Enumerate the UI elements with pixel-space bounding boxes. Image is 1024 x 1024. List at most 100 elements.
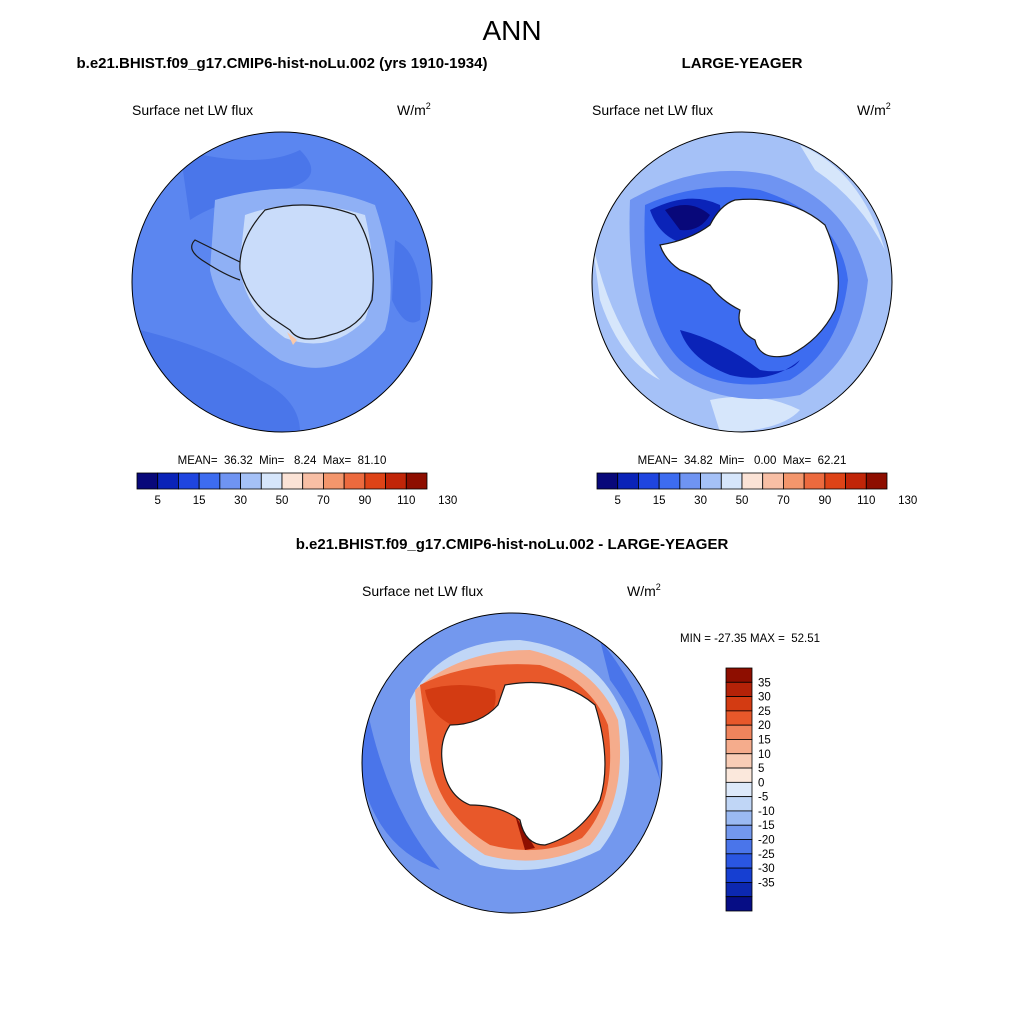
field-region — [600, 640, 660, 780]
colorbar-tick-label: -5 — [758, 792, 768, 804]
colorbar-swatch — [323, 472, 345, 490]
field-region — [287, 332, 297, 345]
colorbar-tick-label: 130 — [898, 495, 917, 507]
colorbar-swatch — [725, 824, 753, 840]
variable-label: Surface net LW flux — [132, 102, 253, 118]
colorbar-tick-label: 20 — [758, 720, 771, 732]
colorbar-tick-label: 110 — [857, 495, 875, 507]
colorbar-swatch — [824, 472, 846, 490]
colorbar-tick-label: 30 — [234, 495, 247, 507]
colorbar-tick-label: -30 — [758, 863, 775, 875]
coastline — [191, 239, 241, 281]
colorbar-swatch — [364, 472, 386, 490]
polar-map — [362, 613, 662, 913]
colorbar-swatch — [865, 472, 888, 490]
colorbar-tick-label: 15 — [193, 495, 206, 507]
colorbar-swatch — [725, 710, 753, 726]
field-region — [362, 680, 440, 870]
panel-title: b.e21.BHIST.f09_g17.CMIP6-hist-noLu.002 … — [296, 536, 729, 553]
colorbar-tick-label: 90 — [818, 495, 831, 507]
panel-title: b.e21.BHIST.f09_g17.CMIP6-hist-noLu.002 … — [77, 55, 488, 72]
colorbar-swatch — [725, 796, 753, 812]
map-border — [591, 131, 893, 433]
colorbar: 5 15 30 50 70 90 110 130 — [596, 472, 917, 507]
colorbar-tick-label: 70 — [317, 495, 330, 507]
colorbar-swatch — [725, 753, 753, 769]
colorbar: 5 15 30 50 70 90 110 130 — [136, 472, 457, 507]
colorbar-swatch — [725, 739, 753, 755]
antarctica-mask — [659, 198, 839, 358]
colorbar-swatch — [638, 472, 660, 490]
units-label: W/m2 — [857, 101, 891, 118]
colorbar-tick-label: -25 — [758, 849, 775, 861]
colorbar-swatch — [240, 472, 262, 490]
colorbar-tick-label: 70 — [777, 495, 790, 507]
page-title: ANN — [482, 15, 541, 46]
colorbar-swatch — [725, 724, 753, 740]
field-region — [180, 150, 312, 220]
colorbar-swatch — [725, 810, 753, 826]
map-border — [131, 131, 433, 433]
colorbar-swatch — [725, 853, 753, 869]
colorbar-tick-label: 35 — [758, 677, 771, 689]
colorbar-tick-label: 5 — [758, 763, 764, 775]
antarctica-field — [240, 205, 373, 344]
colorbar-swatch — [725, 696, 753, 712]
colorbar: 35 30 25 20 15 10 5 0 -5 -10 -15 -20 -25 -30 -35 — [725, 667, 775, 912]
stats-text: MEAN= 36.32 Min= 8.24 Max= 81.10 — [178, 455, 387, 467]
colorbar-tick-label: 30 — [694, 495, 707, 507]
colorbar-tick-label: 90 — [358, 495, 371, 507]
colorbar-swatch — [741, 472, 764, 490]
colorbar-tick-label: -35 — [758, 877, 775, 889]
colorbar-tick-label: -10 — [758, 806, 775, 818]
colorbar-swatch — [845, 472, 867, 490]
field-region — [710, 396, 800, 432]
colorbar-tick-label: 10 — [758, 749, 771, 761]
colorbar-swatch — [725, 839, 753, 855]
colorbar-swatch — [343, 472, 366, 490]
colorbar-swatch — [136, 472, 159, 490]
field-region — [665, 205, 710, 231]
colorbar-swatch — [658, 472, 681, 490]
colorbar-tick-label: 50 — [736, 495, 749, 507]
colorbar-swatch — [783, 472, 805, 490]
colorbar-swatch — [803, 472, 826, 490]
colorbar-swatch — [762, 472, 784, 490]
panel-model: b.e21.BHIST.f09_g17.CMIP6-hist-noLu.002 … — [77, 55, 488, 507]
colorbar-tick-label: 5 — [155, 495, 161, 507]
panel-reference: LARGE-YEAGER Surface net LW flux W/m2 ME… — [591, 55, 917, 507]
colorbar-swatch — [725, 896, 753, 912]
units-label: W/m2 — [397, 101, 431, 118]
colorbar-swatch — [157, 472, 179, 490]
colorbar-swatch — [405, 472, 428, 490]
colorbar-tick-label: -15 — [758, 820, 775, 832]
colorbar-swatch — [178, 472, 200, 490]
colorbar-tick-label: 30 — [758, 692, 771, 704]
field-region — [392, 240, 421, 323]
colorbar-tick-label: -20 — [758, 835, 775, 847]
colorbar-tick-label: 130 — [438, 495, 457, 507]
colorbar-swatch — [725, 767, 753, 783]
polar-map — [592, 132, 892, 432]
coastline — [239, 204, 374, 340]
antarctica-mask — [441, 681, 606, 846]
panel-title: LARGE-YEAGER — [682, 55, 803, 72]
panel-difference: b.e21.BHIST.f09_g17.CMIP6-hist-noLu.002 … — [296, 536, 820, 914]
field-region — [800, 145, 885, 250]
colorbar-tick-label: 5 — [615, 495, 621, 507]
map-border — [361, 612, 663, 914]
colorbar-swatch — [720, 472, 743, 490]
colorbar-tick-label: 110 — [397, 495, 415, 507]
colorbar-tick-label: 0 — [758, 777, 764, 789]
variable-label: Surface net LW flux — [592, 102, 713, 118]
field-region — [592, 240, 660, 380]
colorbar-swatch — [385, 472, 407, 490]
colorbar-swatch — [725, 681, 753, 697]
colorbar-tick-label: 15 — [758, 734, 771, 746]
field-region — [680, 330, 800, 378]
colorbar-tick-label: 15 — [653, 495, 666, 507]
colorbar-swatch — [302, 472, 324, 490]
colorbar-swatch — [725, 882, 753, 898]
colorbar-swatch — [281, 472, 304, 490]
